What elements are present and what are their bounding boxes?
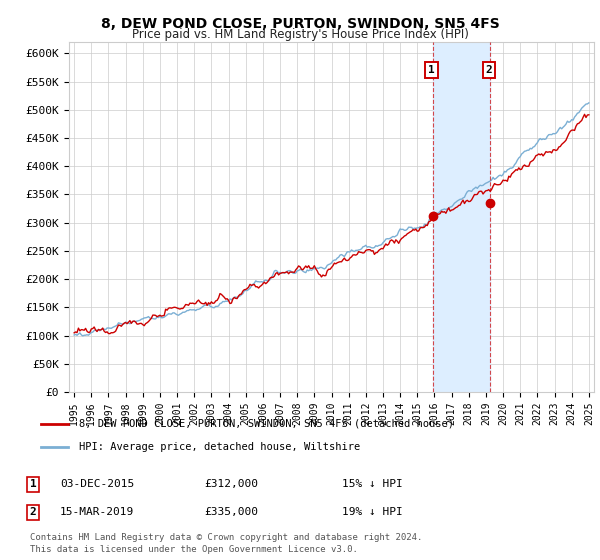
Text: HPI: Average price, detached house, Wiltshire: HPI: Average price, detached house, Wilt… xyxy=(79,442,360,452)
Text: £335,000: £335,000 xyxy=(204,507,258,517)
Text: 03-DEC-2015: 03-DEC-2015 xyxy=(60,479,134,489)
Bar xyxy=(433,42,490,392)
Text: 1: 1 xyxy=(428,65,435,75)
Text: 8, DEW POND CLOSE, PURTON, SWINDON, SN5 4FS: 8, DEW POND CLOSE, PURTON, SWINDON, SN5 … xyxy=(101,17,499,31)
Text: £312,000: £312,000 xyxy=(204,479,258,489)
Text: 1: 1 xyxy=(29,479,37,489)
Text: 15-MAR-2019: 15-MAR-2019 xyxy=(60,507,134,517)
Text: Price paid vs. HM Land Registry's House Price Index (HPI): Price paid vs. HM Land Registry's House … xyxy=(131,28,469,41)
Text: 15% ↓ HPI: 15% ↓ HPI xyxy=(342,479,403,489)
Text: 8, DEW POND CLOSE, PURTON, SWINDON, SN5 4FS (detached house): 8, DEW POND CLOSE, PURTON, SWINDON, SN5 … xyxy=(79,419,454,429)
Text: 19% ↓ HPI: 19% ↓ HPI xyxy=(342,507,403,517)
Text: Contains HM Land Registry data © Crown copyright and database right 2024.: Contains HM Land Registry data © Crown c… xyxy=(30,533,422,542)
Text: This data is licensed under the Open Government Licence v3.0.: This data is licensed under the Open Gov… xyxy=(30,545,358,554)
Text: 2: 2 xyxy=(485,65,492,75)
Text: 2: 2 xyxy=(29,507,37,517)
